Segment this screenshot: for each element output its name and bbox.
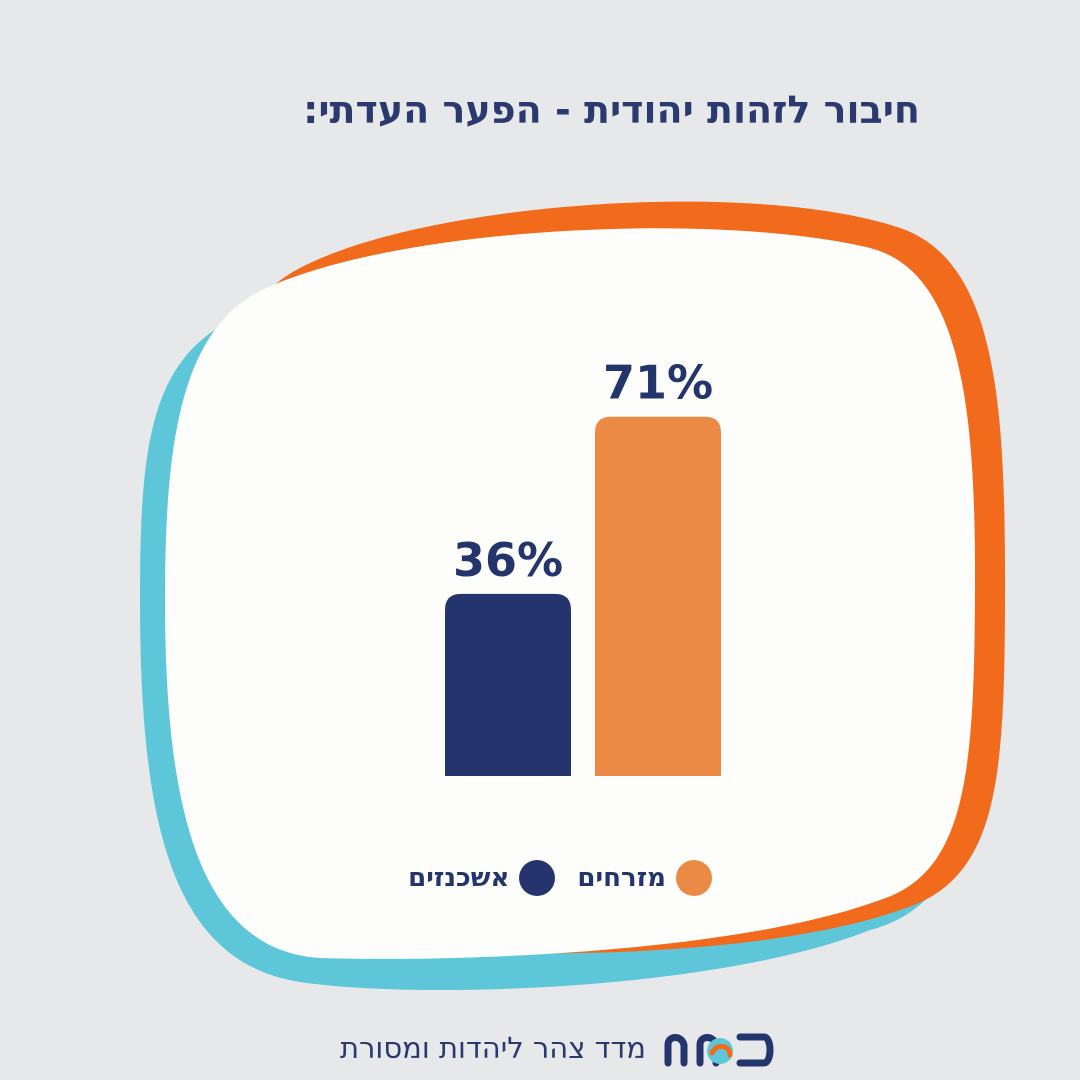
footer: מדד צהר ליהדות ומסורת	[280, 1022, 840, 1074]
legend-item-mizrahim: מזרחים	[577, 860, 712, 896]
chart-legend: מזרחים אשכנזים	[370, 856, 750, 900]
page-title: חיבור לזהות יהודית - הפער העדתי:	[303, 88, 920, 132]
bar-mizrahim	[595, 416, 721, 776]
legend-item-ashkenazim: אשכנזים	[408, 860, 556, 896]
data-label-mizrahim: 71%	[603, 356, 713, 410]
legend-swatch-mizrahim	[675, 860, 712, 896]
footer-text: מדד צהר ליהדות ומסורת	[340, 1031, 646, 1065]
data-label-ashkenazim: 36%	[453, 533, 563, 587]
legend-swatch-ashkenazim	[519, 860, 556, 896]
mashav-logo	[664, 1033, 774, 1067]
bars-group: 36% 71%	[445, 356, 721, 776]
blob-fill	[165, 228, 975, 959]
bar-ashkenazim	[445, 593, 571, 776]
legend-label-mizrahim: מזרחים	[577, 863, 666, 893]
legend-label-ashkenazim: אשכנזים	[408, 863, 510, 893]
